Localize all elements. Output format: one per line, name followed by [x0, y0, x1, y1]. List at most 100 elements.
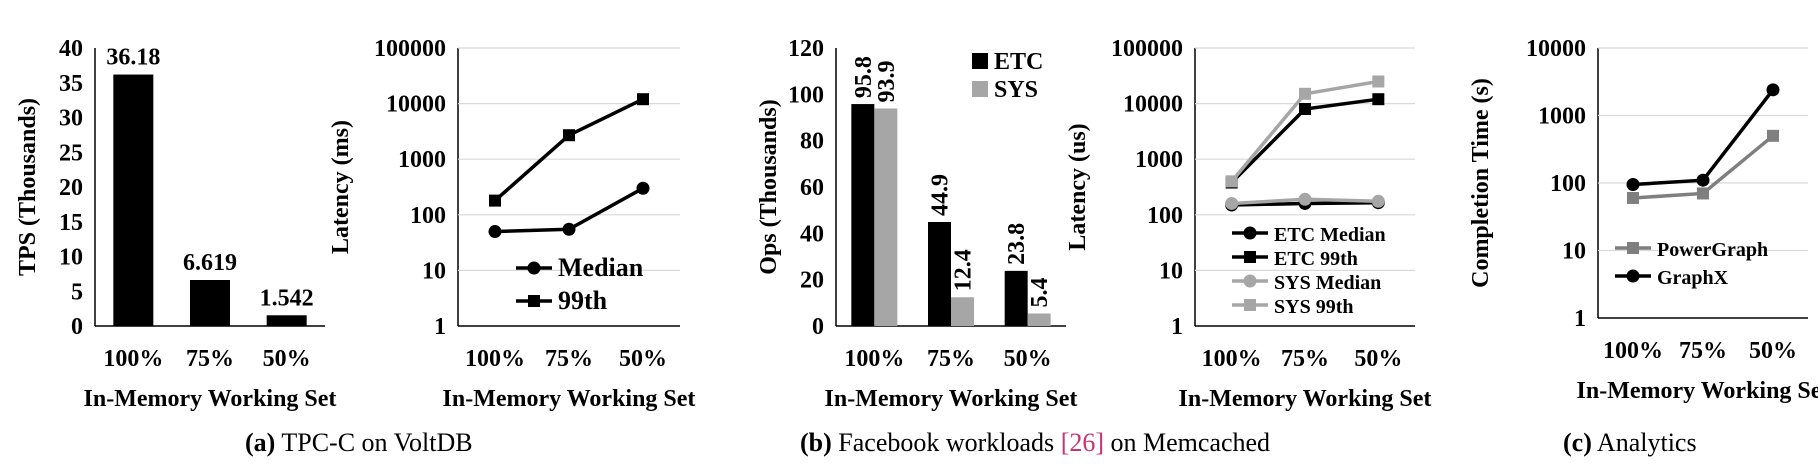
point-marker [1299, 87, 1311, 100]
bar-value-label: 5.4 [1027, 277, 1053, 307]
y-tick-label: 100000 [1111, 36, 1183, 62]
x-tick-label: 75% [1281, 346, 1329, 372]
bar-75% [190, 279, 230, 326]
y-tick-label: 100 [1147, 203, 1183, 229]
caption-c: (c) Analytics [1563, 428, 1697, 458]
x-tick-label: 75% [545, 346, 593, 372]
x-tick-label: 75% [1679, 338, 1727, 364]
point-marker [1371, 194, 1385, 208]
point-marker [1372, 93, 1385, 106]
point-marker [489, 194, 501, 207]
legend-marker [527, 261, 541, 275]
y-tick-label: 0 [812, 314, 824, 340]
chart-tpcc-latency: 1 10 100 1000 10000 100000 100% 75% 50% In-Memory… [328, 36, 695, 412]
y-tick-label: 10 [1562, 239, 1586, 265]
legend-label: PowerGraph [1657, 239, 1768, 261]
y-tick-label: 30 [59, 106, 83, 132]
y-tick-label: 20 [59, 175, 83, 201]
x-tick-label: 50% [619, 346, 667, 372]
point-marker [1225, 196, 1239, 210]
y-tick-label: 10000 [1123, 92, 1183, 118]
caption-b: (b) Facebook workloads [26] on Memcached [800, 428, 1270, 458]
caption-a-letter: (a) [245, 428, 276, 457]
caption-b-text: Facebook workloads [831, 428, 1061, 457]
legend-label: ETC 99th [1274, 248, 1358, 270]
legend-marker [1244, 299, 1256, 311]
bar-value-label: 12.4 [951, 249, 977, 291]
y-tick-label: 10 [1159, 258, 1183, 284]
point-marker [636, 181, 650, 195]
point-marker [1696, 173, 1710, 187]
chart-memcached-latency: 1 10 100 1000 10000 100000 100% 75% 50% In-Memory… [1065, 36, 1431, 412]
legend-marker [1244, 251, 1256, 263]
bar-value-label: 23.8 [1004, 223, 1030, 265]
y-tick-label: 1000 [398, 147, 446, 173]
legend-label: ETC [994, 49, 1043, 75]
y-axis-title: Completion Time (s) [1468, 78, 1494, 288]
bar-ETC-100% [851, 104, 875, 327]
point-marker [1626, 178, 1640, 192]
point-marker [1697, 187, 1709, 200]
y-tick-label: 15 [59, 210, 83, 236]
legend-label: SYS 99th [1274, 296, 1353, 318]
legend-marker [1243, 226, 1257, 240]
legend-label: 99th [558, 286, 608, 315]
legend-label: ETC Median [1274, 224, 1386, 246]
bar-value-label: 44.9 [928, 174, 954, 216]
caption-a-text: TPC-C on VoltDB [275, 428, 473, 457]
bar-value-label: 6.619 [183, 250, 237, 276]
x-tick-label: 50% [1749, 338, 1797, 364]
series-line-GraphX [1632, 88, 1775, 187]
caption-b-letter: (b) [800, 428, 832, 457]
x-axis-title: In-Memory Working Set [443, 386, 696, 412]
y-tick-label: 20 [800, 268, 824, 294]
y-tick-label: 40 [59, 36, 83, 62]
y-tick-label: 100000 [374, 36, 446, 62]
x-axis-title: In-Memory Working Set [1179, 386, 1432, 412]
legend-marker [1626, 269, 1640, 283]
point-marker [562, 222, 576, 236]
y-tick-label: 1 [1574, 306, 1586, 332]
x-tick-label: 100% [103, 346, 163, 372]
bar-100% [113, 74, 154, 326]
caption-b-ref[interactable]: [26] [1060, 428, 1105, 457]
point-marker [1766, 83, 1780, 97]
x-tick-label: 100% [1202, 346, 1262, 372]
chart-tpcc-tps: 0 5 10 15 20 25 30 35 40 100% 75% 50% In-Memory Work… [15, 36, 336, 412]
bar-SYS-75% [951, 297, 974, 326]
y-axis-title: Ops (Thousands) [756, 99, 782, 274]
legend-marker [1243, 274, 1257, 288]
bar-value-label: 1.542 [260, 285, 314, 311]
caption-a: (a) TPC-C on VoltDB [245, 428, 473, 458]
x-tick-label: 100% [1603, 338, 1663, 364]
y-tick-label: 100 [1550, 171, 1586, 197]
legend-swatch [972, 53, 988, 69]
y-tick-label: 10000 [386, 92, 446, 118]
bar-ETC-75% [928, 221, 951, 326]
y-axis-title: Latency (ms) [328, 120, 354, 254]
point-marker [1627, 191, 1639, 204]
legend-marker [1627, 242, 1639, 254]
bar-value-label: 93.9 [874, 60, 900, 102]
caption-c-letter: (c) [1563, 428, 1592, 457]
x-axis-title: In-Memory Working Set [84, 386, 337, 412]
chart-memcached-ops: 0 20 40 60 80 100 120 100% 75% 50% In-Memory Worki… [756, 36, 1077, 412]
y-tick-label: 5 [71, 279, 83, 305]
y-tick-label: 1000 [1135, 147, 1183, 173]
point-marker [488, 225, 502, 239]
legend-label: SYS Median [1274, 272, 1381, 294]
legend-label: SYS [994, 77, 1038, 103]
point-marker [1372, 75, 1385, 88]
legend: PowerGraph GraphX [1615, 239, 1768, 289]
point-marker [563, 129, 575, 142]
bar-ETC-50% [1004, 270, 1028, 326]
point-marker [1298, 192, 1312, 206]
bar-value-label: 36.18 [106, 45, 160, 71]
point-marker [637, 93, 649, 106]
point-marker [1767, 129, 1779, 142]
y-axis-title: Latency (us) [1065, 123, 1091, 250]
bar-value-label: 95.8 [851, 56, 877, 98]
caption-c-text: Analytics [1591, 428, 1697, 457]
